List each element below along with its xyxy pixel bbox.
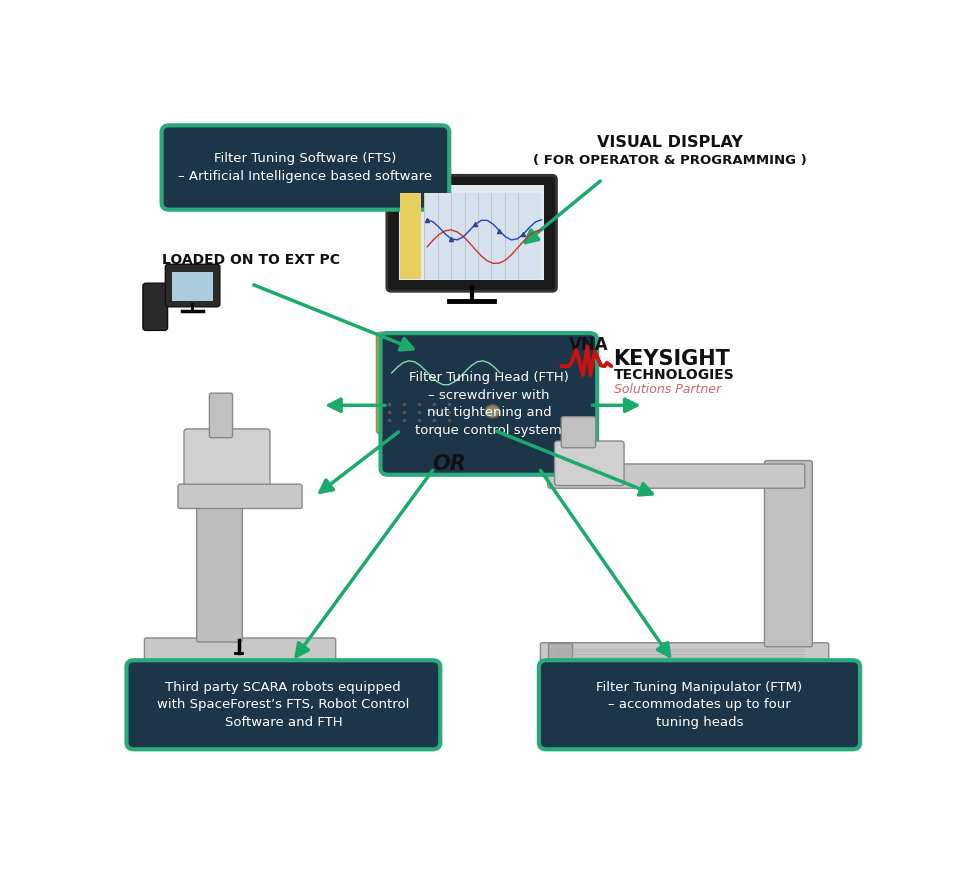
FancyBboxPatch shape bbox=[381, 333, 597, 475]
Text: Solutions Partner: Solutions Partner bbox=[614, 384, 721, 396]
FancyBboxPatch shape bbox=[388, 344, 504, 393]
Text: OR: OR bbox=[432, 454, 467, 474]
FancyBboxPatch shape bbox=[548, 464, 805, 488]
FancyBboxPatch shape bbox=[172, 272, 213, 300]
FancyBboxPatch shape bbox=[178, 484, 302, 508]
Circle shape bbox=[485, 405, 500, 418]
FancyBboxPatch shape bbox=[184, 429, 270, 493]
FancyBboxPatch shape bbox=[145, 638, 335, 664]
Text: KEYSIGHT: KEYSIGHT bbox=[614, 350, 731, 370]
Text: TECHNOLOGIES: TECHNOLOGIES bbox=[614, 368, 735, 382]
Text: LOADED ON TO EXT PC: LOADED ON TO EXT PC bbox=[162, 253, 340, 267]
FancyBboxPatch shape bbox=[197, 483, 242, 642]
Text: Third party SCARA robots equipped
with SpaceForest’s FTS, Robot Control
Software: Third party SCARA robots equipped with S… bbox=[157, 681, 410, 729]
FancyBboxPatch shape bbox=[387, 175, 556, 292]
FancyBboxPatch shape bbox=[561, 417, 596, 448]
FancyBboxPatch shape bbox=[764, 461, 813, 646]
FancyBboxPatch shape bbox=[399, 185, 545, 280]
Text: Filter Tuning Software (FTS)
– Artificial Intelligence based software: Filter Tuning Software (FTS) – Artificia… bbox=[178, 152, 433, 183]
FancyBboxPatch shape bbox=[209, 393, 232, 438]
Text: VNA: VNA bbox=[569, 336, 608, 354]
FancyBboxPatch shape bbox=[541, 643, 829, 668]
FancyBboxPatch shape bbox=[377, 332, 515, 434]
FancyBboxPatch shape bbox=[143, 283, 168, 330]
FancyBboxPatch shape bbox=[166, 265, 220, 307]
FancyBboxPatch shape bbox=[539, 661, 860, 749]
Text: VISUAL DISPLAY: VISUAL DISPLAY bbox=[597, 135, 742, 150]
Text: ( FOR OPERATOR & PROGRAMMING ): ( FOR OPERATOR & PROGRAMMING ) bbox=[533, 154, 807, 167]
FancyBboxPatch shape bbox=[554, 441, 624, 485]
FancyBboxPatch shape bbox=[424, 193, 542, 279]
Text: Filter Tuning Head (FTH)
– screwdriver with
nut tightening and
torque control sy: Filter Tuning Head (FTH) – screwdriver w… bbox=[409, 371, 569, 436]
FancyBboxPatch shape bbox=[400, 193, 421, 279]
FancyBboxPatch shape bbox=[549, 643, 573, 668]
Text: Filter Tuning Manipulator (FTM)
– accommodates up to four
tuning heads: Filter Tuning Manipulator (FTM) – accomm… bbox=[597, 681, 803, 729]
FancyBboxPatch shape bbox=[126, 661, 441, 749]
FancyBboxPatch shape bbox=[162, 125, 449, 209]
